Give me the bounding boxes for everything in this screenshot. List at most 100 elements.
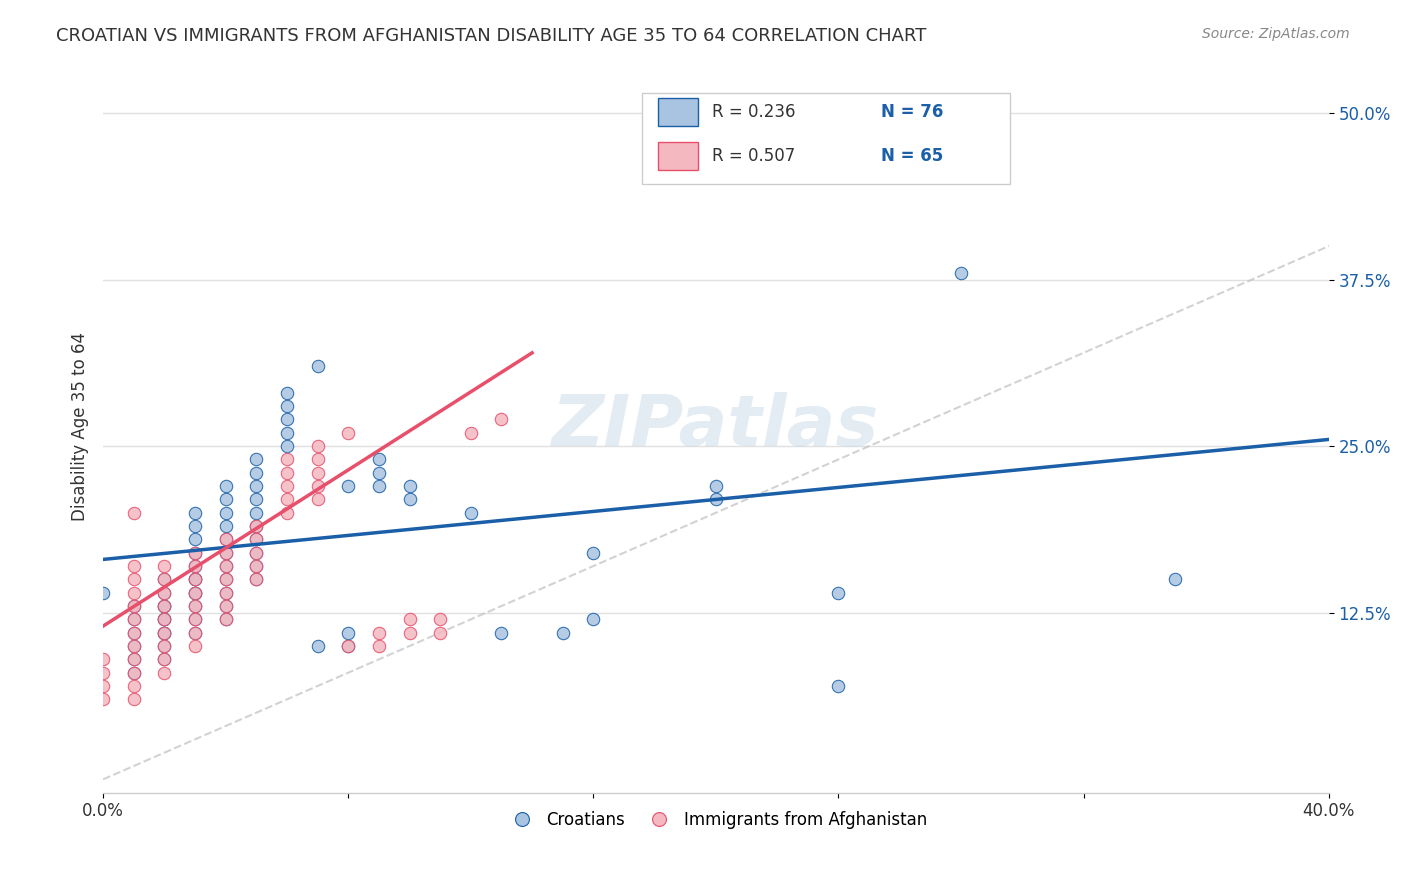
Point bbox=[215, 506, 238, 520]
Point bbox=[827, 679, 849, 693]
Point bbox=[153, 585, 176, 599]
Point bbox=[184, 612, 207, 626]
Legend: Croatians, Immigrants from Afghanistan: Croatians, Immigrants from Afghanistan bbox=[498, 805, 934, 836]
Point bbox=[398, 625, 420, 640]
Point bbox=[122, 639, 145, 653]
Point bbox=[215, 585, 238, 599]
Point bbox=[367, 639, 389, 653]
Point bbox=[153, 639, 176, 653]
Point bbox=[245, 452, 267, 467]
Point bbox=[215, 585, 238, 599]
Point bbox=[307, 492, 329, 507]
Point bbox=[307, 359, 329, 373]
Point bbox=[276, 412, 298, 426]
Point bbox=[337, 639, 360, 653]
Point bbox=[122, 599, 145, 613]
Point bbox=[245, 466, 267, 480]
Point bbox=[122, 625, 145, 640]
Point bbox=[245, 492, 267, 507]
Point bbox=[704, 479, 727, 493]
Point bbox=[215, 599, 238, 613]
Point bbox=[153, 573, 176, 587]
Point bbox=[215, 559, 238, 574]
Point bbox=[184, 559, 207, 574]
Point bbox=[245, 573, 267, 587]
Point bbox=[184, 546, 207, 560]
Text: N = 76: N = 76 bbox=[882, 103, 943, 120]
Point bbox=[153, 625, 176, 640]
Point bbox=[122, 599, 145, 613]
Point bbox=[122, 665, 145, 680]
Point bbox=[949, 266, 972, 280]
Point bbox=[122, 573, 145, 587]
Point bbox=[153, 639, 176, 653]
Point bbox=[337, 425, 360, 440]
Point bbox=[122, 665, 145, 680]
Point bbox=[398, 479, 420, 493]
Point bbox=[122, 612, 145, 626]
Point bbox=[184, 573, 207, 587]
Point bbox=[215, 533, 238, 547]
Text: N = 65: N = 65 bbox=[882, 146, 943, 165]
Point bbox=[215, 559, 238, 574]
Point bbox=[215, 612, 238, 626]
Point bbox=[276, 452, 298, 467]
Bar bbox=[658, 142, 697, 169]
Point bbox=[184, 573, 207, 587]
Point bbox=[398, 612, 420, 626]
Point bbox=[122, 692, 145, 706]
Point bbox=[184, 506, 207, 520]
Point bbox=[367, 466, 389, 480]
Point bbox=[153, 599, 176, 613]
Point bbox=[245, 533, 267, 547]
Bar bbox=[658, 98, 697, 126]
Point bbox=[337, 639, 360, 653]
Point bbox=[184, 533, 207, 547]
Point bbox=[245, 533, 267, 547]
Point bbox=[276, 479, 298, 493]
Point bbox=[245, 546, 267, 560]
Point bbox=[215, 479, 238, 493]
Point bbox=[429, 612, 451, 626]
Point bbox=[307, 466, 329, 480]
Point bbox=[367, 625, 389, 640]
Point bbox=[153, 625, 176, 640]
Point bbox=[215, 573, 238, 587]
Point bbox=[245, 573, 267, 587]
Point bbox=[215, 546, 238, 560]
Point bbox=[122, 639, 145, 653]
Point bbox=[122, 625, 145, 640]
Point bbox=[153, 625, 176, 640]
Point bbox=[367, 479, 389, 493]
Point bbox=[276, 439, 298, 453]
Point bbox=[91, 665, 114, 680]
Point bbox=[184, 546, 207, 560]
Point bbox=[91, 679, 114, 693]
Point bbox=[215, 492, 238, 507]
Point bbox=[215, 519, 238, 533]
Point bbox=[91, 652, 114, 666]
Point bbox=[184, 559, 207, 574]
Point bbox=[153, 559, 176, 574]
Point bbox=[122, 612, 145, 626]
Text: R = 0.507: R = 0.507 bbox=[713, 146, 796, 165]
Point bbox=[276, 466, 298, 480]
Y-axis label: Disability Age 35 to 64: Disability Age 35 to 64 bbox=[72, 332, 89, 521]
Point bbox=[184, 612, 207, 626]
Text: Source: ZipAtlas.com: Source: ZipAtlas.com bbox=[1202, 27, 1350, 41]
Point bbox=[245, 479, 267, 493]
Point bbox=[582, 612, 605, 626]
Point bbox=[153, 599, 176, 613]
Point bbox=[184, 573, 207, 587]
Point bbox=[215, 546, 238, 560]
Point bbox=[429, 625, 451, 640]
Point bbox=[276, 425, 298, 440]
Point bbox=[307, 479, 329, 493]
Point bbox=[153, 665, 176, 680]
Point bbox=[276, 385, 298, 400]
Point bbox=[184, 585, 207, 599]
Point bbox=[245, 506, 267, 520]
Point bbox=[215, 599, 238, 613]
Text: CROATIAN VS IMMIGRANTS FROM AFGHANISTAN DISABILITY AGE 35 TO 64 CORRELATION CHAR: CROATIAN VS IMMIGRANTS FROM AFGHANISTAN … bbox=[56, 27, 927, 45]
Point bbox=[827, 585, 849, 599]
